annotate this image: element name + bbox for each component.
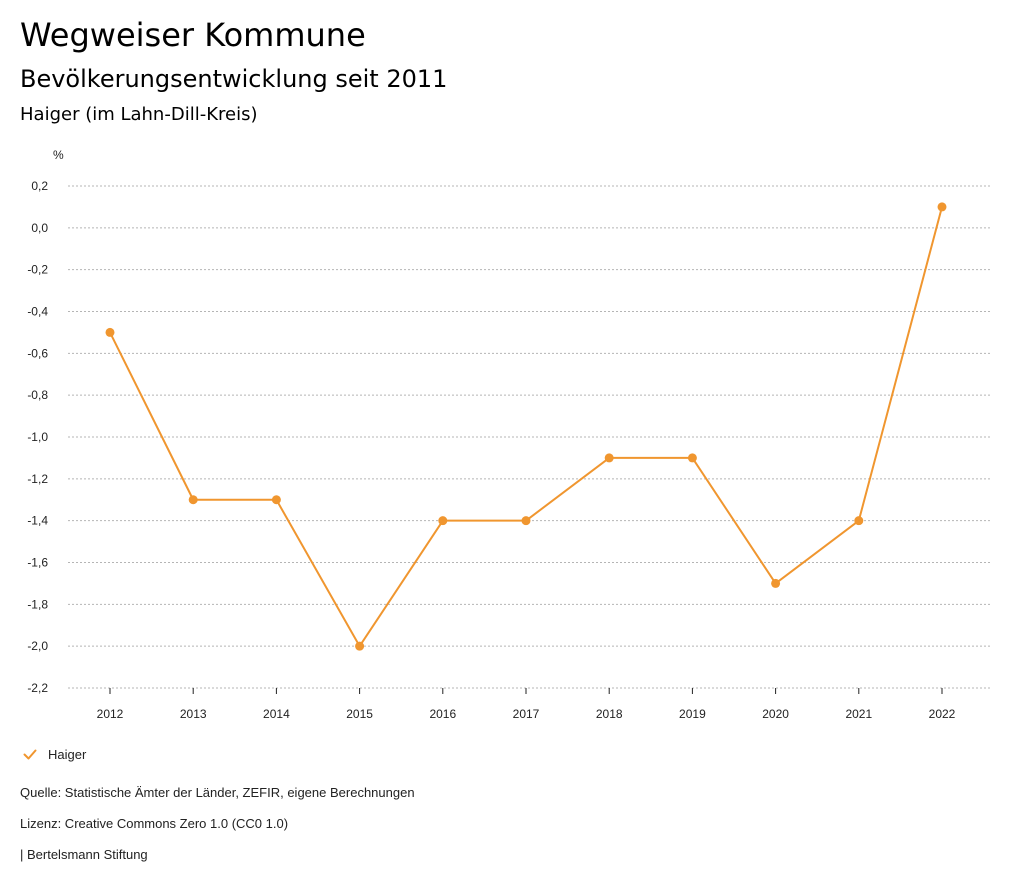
y-tick-label: -2,0 bbox=[27, 639, 48, 653]
y-tick-label: -1,4 bbox=[27, 514, 48, 528]
y-tick-label: -0,6 bbox=[27, 346, 48, 360]
data-point[interactable] bbox=[937, 202, 947, 212]
x-tick-label: 2014 bbox=[263, 707, 290, 721]
line-chart: % 0,2 0,0 -0,2 -0,4 -0,6 -0,8 -1,0 -1,2 -1,4 -1,6… bbox=[27, 148, 990, 721]
x-tick-label: 2019 bbox=[679, 707, 706, 721]
data-point[interactable] bbox=[271, 495, 281, 505]
data-point[interactable] bbox=[521, 516, 531, 526]
license-note: Lizenz: Creative Commons Zero 1.0 (CC0 1… bbox=[20, 816, 289, 831]
y-tick-label: -1,8 bbox=[27, 597, 48, 611]
data-point[interactable] bbox=[854, 516, 864, 526]
y-axis-unit-label: % bbox=[53, 148, 64, 162]
source-note: Quelle: Statistische Ämter der Länder, Z… bbox=[20, 785, 415, 800]
region-label: Haiger (im Lahn-Dill-Kreis) bbox=[20, 104, 258, 125]
x-tick-label: 2020 bbox=[762, 707, 789, 721]
data-point[interactable] bbox=[188, 495, 198, 505]
y-tick-label: -1,6 bbox=[27, 556, 48, 570]
series-line bbox=[109, 206, 943, 648]
x-tick-label: 2013 bbox=[180, 707, 207, 721]
data-point[interactable] bbox=[604, 453, 614, 463]
chart-legend[interactable]: Haiger bbox=[22, 744, 86, 764]
credit-note: | Bertelsmann Stiftung bbox=[20, 847, 148, 862]
data-point[interactable] bbox=[105, 327, 115, 337]
x-axis-ticks: 2012 2013 2014 2015 2016 2017 2018 2019 2020 2021… bbox=[97, 688, 956, 721]
data-point[interactable] bbox=[771, 578, 781, 588]
y-tick-label: -0,4 bbox=[27, 305, 48, 319]
y-tick-label: -0,8 bbox=[27, 388, 48, 402]
chart-subtitle: Bevölkerungsentwicklung seit 2011 bbox=[20, 65, 448, 93]
data-point[interactable] bbox=[438, 516, 448, 526]
page-title: Wegweiser Kommune bbox=[20, 16, 366, 54]
y-tick-label: -1,2 bbox=[27, 472, 48, 486]
x-tick-label: 2022 bbox=[929, 707, 956, 721]
data-point[interactable] bbox=[355, 641, 365, 651]
data-point[interactable] bbox=[687, 453, 697, 463]
x-tick-label: 2021 bbox=[845, 707, 872, 721]
series-haiger[interactable] bbox=[105, 202, 947, 651]
y-tick-label: 0,0 bbox=[31, 221, 48, 235]
x-tick-label: 2018 bbox=[596, 707, 623, 721]
check-icon bbox=[23, 749, 37, 760]
y-tick-label: -1,0 bbox=[27, 430, 48, 444]
x-tick-label: 2012 bbox=[97, 707, 124, 721]
y-tick-label: -2,2 bbox=[27, 681, 48, 695]
x-tick-label: 2017 bbox=[513, 707, 540, 721]
x-tick-label: 2016 bbox=[429, 707, 456, 721]
y-tick-label: 0,2 bbox=[31, 179, 48, 193]
gridlines bbox=[68, 185, 990, 689]
legend-label-haiger: Haiger bbox=[48, 746, 87, 762]
y-tick-label: -0,2 bbox=[27, 263, 48, 277]
x-tick-label: 2015 bbox=[346, 707, 373, 721]
y-axis-ticks: 0,2 0,0 -0,2 -0,4 -0,6 -0,8 -1,0 -1,2 -1,4 -1,6 -1… bbox=[27, 179, 48, 695]
